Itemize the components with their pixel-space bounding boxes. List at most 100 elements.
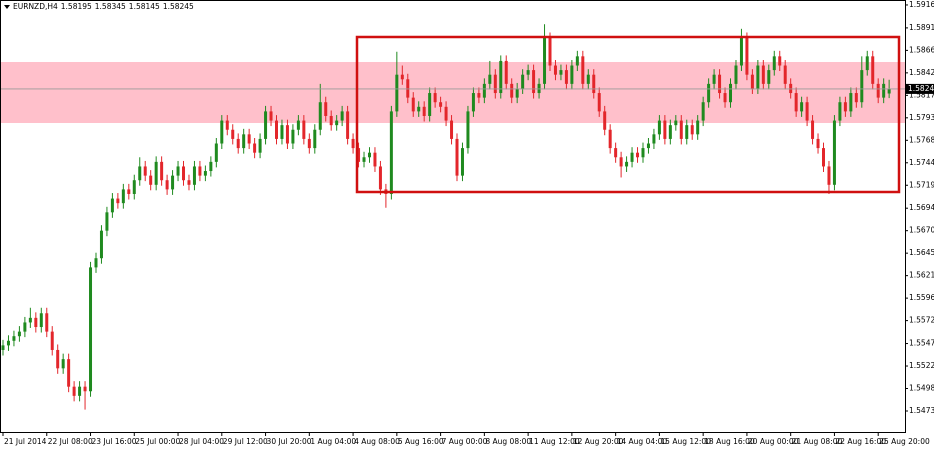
chart-header: EURNZD,H4 1.58195 1.58345 1.58145 1.58245: [4, 2, 197, 11]
candle-body: [34, 317, 38, 328]
candle-body: [214, 143, 218, 162]
x-tick-label: 1 Aug 04:00: [310, 437, 356, 446]
candle-body: [581, 56, 585, 84]
candle-body: [783, 65, 787, 84]
candle-body: [264, 111, 268, 139]
candle-body: [499, 60, 503, 94]
candle-body: [192, 166, 196, 185]
candle-body: [422, 106, 426, 116]
candle-body: [482, 83, 486, 98]
candle-body: [734, 65, 738, 84]
candle-body: [45, 313, 49, 332]
candle-body: [630, 152, 634, 162]
candle-body: [428, 93, 432, 116]
candle-body: [171, 175, 175, 190]
y-tick-label: 1.56700: [909, 226, 934, 235]
candle-body: [488, 74, 492, 84]
candle-body: [99, 230, 103, 259]
y-tick-label: 1.58420: [909, 68, 934, 77]
x-tick-label: 14 Aug 04:00: [617, 437, 668, 446]
candle-body: [679, 120, 683, 139]
candle-body: [444, 106, 448, 121]
candle-body: [400, 74, 404, 80]
candle-body: [876, 83, 880, 98]
candle-body: [67, 359, 71, 387]
candle-body: [247, 134, 251, 144]
candle-body: [373, 152, 377, 167]
candle-body: [822, 148, 825, 167]
x-tick-label: 4 Aug 08:00: [354, 437, 400, 446]
x-tick-label: 11 Aug 12:00: [529, 437, 580, 446]
x-tick-label: 21 Aug 08:00: [792, 437, 843, 446]
candle-body: [455, 138, 459, 176]
candle-body: [707, 83, 711, 103]
candle-body: [143, 166, 147, 176]
candle-body: [285, 125, 289, 144]
candle-body: [794, 93, 798, 112]
candle-body: [504, 60, 508, 84]
price-label-box: [906, 83, 934, 94]
y-tick-label: 1.58665: [909, 45, 934, 54]
candle-body: [811, 120, 815, 139]
open-value: 1.58195: [60, 2, 92, 11]
candle-body: [614, 148, 618, 158]
candle-body: [636, 152, 640, 158]
y-tick-label: 1.56210: [909, 271, 934, 280]
candle-body: [269, 111, 273, 121]
candle-body: [756, 65, 760, 89]
candle-body: [411, 97, 415, 112]
y-tick-label: 1.54735: [909, 406, 934, 415]
y-tick-label: 1.55965: [909, 293, 934, 302]
candle-body: [674, 120, 678, 126]
x-tick-label: 30 Jul 20:00: [267, 437, 312, 446]
candle-body: [127, 189, 131, 194]
candle-body: [750, 74, 754, 89]
candle-body: [138, 166, 142, 181]
y-tick-label: 1.54980: [909, 384, 934, 393]
candle-body: [690, 125, 694, 135]
candle-body: [526, 70, 530, 75]
candle-body: [668, 125, 672, 139]
candle-body: [860, 70, 864, 103]
candle-body: [718, 74, 722, 94]
candle-body: [61, 359, 65, 369]
candle-body: [745, 37, 749, 75]
candle-body: [800, 102, 804, 112]
y-tick-label: 1.55720: [909, 316, 934, 325]
candle-body: [597, 93, 601, 112]
x-tick-label: 18 Aug 16:00: [704, 437, 755, 446]
candle-body: [23, 322, 27, 332]
candle-body: [471, 93, 475, 112]
y-tick-label: 1.58175: [909, 90, 934, 99]
candle-body: [340, 111, 344, 121]
candle-body: [586, 74, 590, 84]
candle-body: [548, 37, 552, 66]
y-tick-label: 1.57930: [909, 113, 934, 122]
candle-body: [94, 258, 98, 268]
candle-body: [56, 349, 60, 369]
candle-body: [105, 212, 109, 231]
candle-body: [641, 148, 645, 158]
candle-body: [110, 198, 114, 213]
candle-body: [778, 56, 782, 66]
candle-body: [296, 120, 300, 130]
candle-body: [318, 102, 322, 130]
x-tick-label: 22 Aug 16:00: [835, 437, 886, 446]
candle-body: [231, 129, 235, 139]
candle-body: [362, 157, 366, 162]
candle-body: [515, 88, 519, 98]
candle-body: [291, 129, 295, 144]
candle-body: [450, 120, 454, 139]
candle-body: [389, 111, 393, 194]
candle-body: [553, 65, 557, 75]
x-tick-label: 20 Aug 00:00: [748, 437, 799, 446]
candle-body: [887, 88, 891, 94]
candle-body: [50, 331, 54, 350]
candle-body: [280, 125, 284, 139]
candle-body: [543, 37, 547, 84]
x-tick-label: 25 Jul 00:00: [135, 437, 180, 446]
candle-body: [116, 198, 120, 204]
candle-body: [302, 120, 306, 139]
x-tick-label: 29 Jul 12:00: [223, 437, 268, 446]
